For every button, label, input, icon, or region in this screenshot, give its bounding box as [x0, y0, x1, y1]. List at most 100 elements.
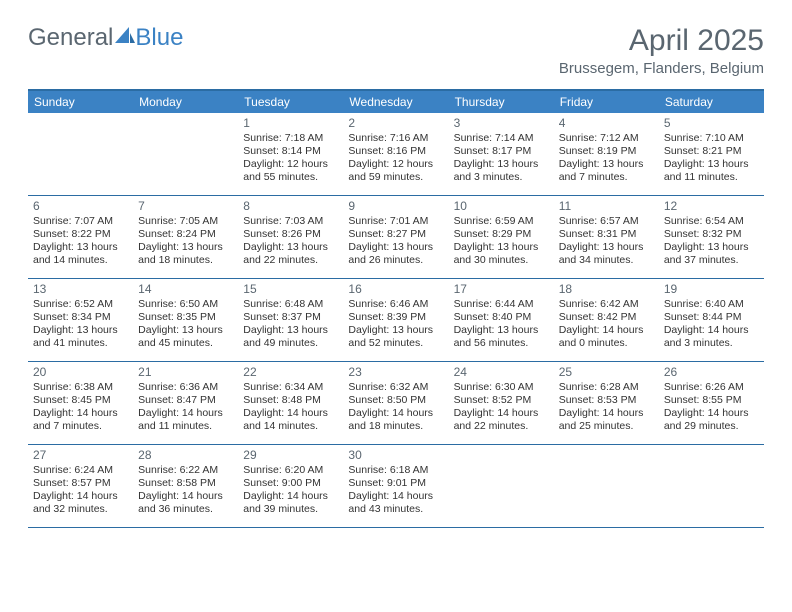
sunset-text: Sunset: 8:19 PM [559, 145, 654, 158]
weeks-container: 1Sunrise: 7:18 AMSunset: 8:14 PMDaylight… [28, 113, 764, 528]
sunrise-text: Sunrise: 7:14 AM [454, 132, 549, 145]
day-cell: 25Sunrise: 6:28 AMSunset: 8:53 PMDayligh… [554, 362, 659, 444]
day-cell: 27Sunrise: 6:24 AMSunset: 8:57 PMDayligh… [28, 445, 133, 527]
day-cell: 30Sunrise: 6:18 AMSunset: 9:01 PMDayligh… [343, 445, 448, 527]
sunset-text: Sunset: 8:24 PM [138, 228, 233, 241]
day-cell [449, 445, 554, 527]
day-number: 23 [348, 365, 443, 380]
sunrise-text: Sunrise: 7:18 AM [243, 132, 338, 145]
day-cell: 3Sunrise: 7:14 AMSunset: 8:17 PMDaylight… [449, 113, 554, 195]
day-header: Tuesday [238, 91, 343, 113]
daylight-text: Daylight: 14 hours and 18 minutes. [348, 407, 443, 433]
sunrise-text: Sunrise: 6:40 AM [664, 298, 759, 311]
day-number: 21 [138, 365, 233, 380]
sunset-text: Sunset: 8:34 PM [33, 311, 128, 324]
day-number: 6 [33, 199, 128, 214]
sunrise-text: Sunrise: 6:59 AM [454, 215, 549, 228]
daylight-text: Daylight: 13 hours and 14 minutes. [33, 241, 128, 267]
day-cell [28, 113, 133, 195]
daylight-text: Daylight: 13 hours and 56 minutes. [454, 324, 549, 350]
day-number: 7 [138, 199, 233, 214]
day-header: Sunday [28, 91, 133, 113]
day-number: 1 [243, 116, 338, 131]
sunrise-text: Sunrise: 6:48 AM [243, 298, 338, 311]
sunset-text: Sunset: 8:44 PM [664, 311, 759, 324]
day-number: 13 [33, 282, 128, 297]
day-number: 10 [454, 199, 549, 214]
day-number: 3 [454, 116, 549, 131]
location-text: Brussegem, Flanders, Belgium [559, 60, 764, 77]
day-header: Saturday [659, 91, 764, 113]
day-cell: 10Sunrise: 6:59 AMSunset: 8:29 PMDayligh… [449, 196, 554, 278]
sunrise-text: Sunrise: 6:42 AM [559, 298, 654, 311]
sunset-text: Sunset: 8:57 PM [33, 477, 128, 490]
sunrise-text: Sunrise: 6:30 AM [454, 381, 549, 394]
day-cell: 1Sunrise: 7:18 AMSunset: 8:14 PMDaylight… [238, 113, 343, 195]
day-cell: 2Sunrise: 7:16 AMSunset: 8:16 PMDaylight… [343, 113, 448, 195]
sunset-text: Sunset: 8:39 PM [348, 311, 443, 324]
sunset-text: Sunset: 8:27 PM [348, 228, 443, 241]
day-cell: 9Sunrise: 7:01 AMSunset: 8:27 PMDaylight… [343, 196, 448, 278]
day-cell: 21Sunrise: 6:36 AMSunset: 8:47 PMDayligh… [133, 362, 238, 444]
day-cell: 4Sunrise: 7:12 AMSunset: 8:19 PMDaylight… [554, 113, 659, 195]
daylight-text: Daylight: 12 hours and 59 minutes. [348, 158, 443, 184]
sunrise-text: Sunrise: 7:05 AM [138, 215, 233, 228]
day-cell: 19Sunrise: 6:40 AMSunset: 8:44 PMDayligh… [659, 279, 764, 361]
day-cell: 7Sunrise: 7:05 AMSunset: 8:24 PMDaylight… [133, 196, 238, 278]
daylight-text: Daylight: 14 hours and 14 minutes. [243, 407, 338, 433]
day-cell: 22Sunrise: 6:34 AMSunset: 8:48 PMDayligh… [238, 362, 343, 444]
day-number: 26 [664, 365, 759, 380]
day-cell: 18Sunrise: 6:42 AMSunset: 8:42 PMDayligh… [554, 279, 659, 361]
sunrise-text: Sunrise: 6:24 AM [33, 464, 128, 477]
week-row: 27Sunrise: 6:24 AMSunset: 8:57 PMDayligh… [28, 445, 764, 528]
daylight-text: Daylight: 13 hours and 34 minutes. [559, 241, 654, 267]
week-row: 1Sunrise: 7:18 AMSunset: 8:14 PMDaylight… [28, 113, 764, 196]
day-number: 14 [138, 282, 233, 297]
sunset-text: Sunset: 8:29 PM [454, 228, 549, 241]
day-cell: 8Sunrise: 7:03 AMSunset: 8:26 PMDaylight… [238, 196, 343, 278]
week-row: 20Sunrise: 6:38 AMSunset: 8:45 PMDayligh… [28, 362, 764, 445]
sunset-text: Sunset: 9:01 PM [348, 477, 443, 490]
week-row: 13Sunrise: 6:52 AMSunset: 8:34 PMDayligh… [28, 279, 764, 362]
sunset-text: Sunset: 8:58 PM [138, 477, 233, 490]
day-cell: 14Sunrise: 6:50 AMSunset: 8:35 PMDayligh… [133, 279, 238, 361]
daylight-text: Daylight: 14 hours and 29 minutes. [664, 407, 759, 433]
sunset-text: Sunset: 9:00 PM [243, 477, 338, 490]
sunset-text: Sunset: 8:26 PM [243, 228, 338, 241]
daylight-text: Daylight: 13 hours and 18 minutes. [138, 241, 233, 267]
day-header: Monday [133, 91, 238, 113]
daylight-text: Daylight: 14 hours and 25 minutes. [559, 407, 654, 433]
logo-sail-icon [115, 24, 135, 52]
daylight-text: Daylight: 13 hours and 41 minutes. [33, 324, 128, 350]
day-cell: 17Sunrise: 6:44 AMSunset: 8:40 PMDayligh… [449, 279, 554, 361]
sunrise-text: Sunrise: 6:22 AM [138, 464, 233, 477]
sunrise-text: Sunrise: 7:10 AM [664, 132, 759, 145]
day-cell [554, 445, 659, 527]
day-number: 18 [559, 282, 654, 297]
daylight-text: Daylight: 14 hours and 43 minutes. [348, 490, 443, 516]
day-number: 11 [559, 199, 654, 214]
sunset-text: Sunset: 8:40 PM [454, 311, 549, 324]
sunrise-text: Sunrise: 7:01 AM [348, 215, 443, 228]
sunset-text: Sunset: 8:50 PM [348, 394, 443, 407]
sunset-text: Sunset: 8:31 PM [559, 228, 654, 241]
daylight-text: Daylight: 14 hours and 11 minutes. [138, 407, 233, 433]
day-cell: 20Sunrise: 6:38 AMSunset: 8:45 PMDayligh… [28, 362, 133, 444]
daylight-text: Daylight: 13 hours and 11 minutes. [664, 158, 759, 184]
sunrise-text: Sunrise: 7:16 AM [348, 132, 443, 145]
daylight-text: Daylight: 13 hours and 7 minutes. [559, 158, 654, 184]
sunset-text: Sunset: 8:55 PM [664, 394, 759, 407]
sunset-text: Sunset: 8:21 PM [664, 145, 759, 158]
daylight-text: Daylight: 13 hours and 52 minutes. [348, 324, 443, 350]
day-number: 20 [33, 365, 128, 380]
day-number: 28 [138, 448, 233, 463]
daylight-text: Daylight: 13 hours and 22 minutes. [243, 241, 338, 267]
sunset-text: Sunset: 8:14 PM [243, 145, 338, 158]
sunrise-text: Sunrise: 6:20 AM [243, 464, 338, 477]
daylight-text: Daylight: 13 hours and 37 minutes. [664, 241, 759, 267]
daylight-text: Daylight: 12 hours and 55 minutes. [243, 158, 338, 184]
daylight-text: Daylight: 14 hours and 39 minutes. [243, 490, 338, 516]
sunrise-text: Sunrise: 6:18 AM [348, 464, 443, 477]
daylight-text: Daylight: 14 hours and 36 minutes. [138, 490, 233, 516]
day-number: 9 [348, 199, 443, 214]
